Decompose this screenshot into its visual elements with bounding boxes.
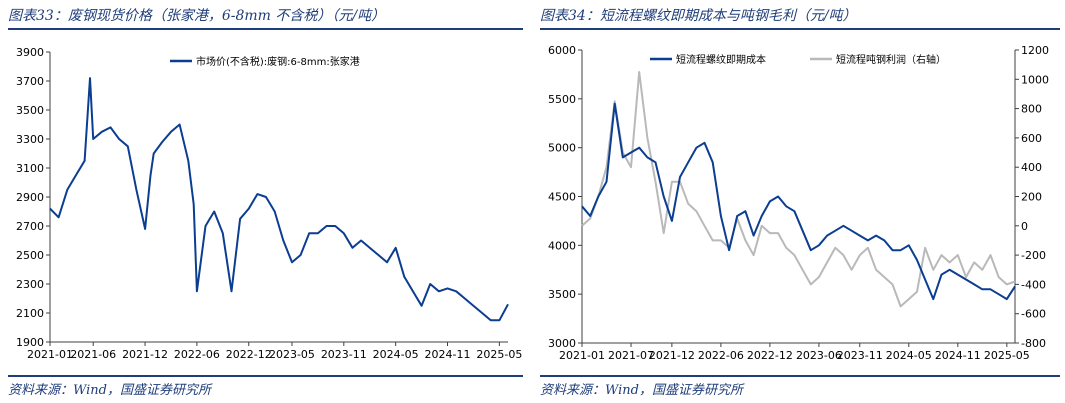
y-tick-label: 3900: [16, 46, 44, 59]
x-tick-label: 2023-11: [321, 348, 367, 361]
panel-cost-profit: 图表34：短流程螺纹即期成本与吨钢毛利（元/吨） 6000 5500 5000 450…: [532, 0, 1065, 403]
title-rule: [8, 28, 523, 30]
source-rule: [540, 375, 1060, 377]
x-tick-label: 2021-07: [608, 349, 654, 362]
y-tick-label: 3500: [548, 288, 576, 301]
x-tick-label: 2022-12: [226, 348, 272, 361]
chart-title: 图表33：废钢现货价格（张家港，6-8mm 不含税）（元/吨）: [8, 8, 386, 24]
x-tick-label: 2025-05: [476, 348, 522, 361]
legend-label: 短流程螺纹即期成本: [676, 53, 766, 66]
x-tick-label: 2024-05: [373, 348, 419, 361]
y-tick-label: 2100: [16, 307, 44, 320]
y2-tick-label: -800: [1021, 337, 1046, 350]
y2-tick-label: 200: [1021, 191, 1042, 204]
x-tick-label: 2023-06: [796, 349, 842, 362]
x-tick-label: 2021-06: [70, 348, 116, 361]
x-tick-label: 2021-12: [122, 348, 168, 361]
y-tick-label: 2300: [16, 278, 44, 291]
x-tick-label: 2022-12: [747, 349, 793, 362]
series-line-1: [581, 71, 1016, 308]
legend-label: 短流程吨钢利润（右轴）: [836, 53, 946, 66]
chart-svg: 6000550050004500400035003000120010008006…: [548, 44, 1049, 362]
y2-tick-label: 0: [1021, 220, 1028, 233]
y2-tick-label: -600: [1021, 308, 1046, 321]
series-line-0: [581, 102, 1016, 301]
legend-label: 市场价(不含税):废钢:6-8mm:张家港: [196, 55, 360, 68]
y-tick-label: 4500: [548, 191, 576, 204]
y-tick-label: 3300: [16, 133, 44, 146]
source-rule: [8, 375, 523, 377]
y-tick-label: 2700: [16, 220, 44, 233]
y2-tick-label: 800: [1021, 103, 1042, 116]
y2-tick-label: 600: [1021, 132, 1042, 145]
y-tick-label: 2900: [16, 191, 44, 204]
y2-tick-label: 1200: [1021, 44, 1049, 57]
y-tick-label: 1900: [16, 336, 44, 349]
panel-scrap-price: 图表33：废钢现货价格（张家港，6-8mm 不含税）（元/吨） 3900 3700…: [0, 0, 531, 403]
y-tick-label: 3100: [16, 162, 44, 175]
y-tick-label: 5000: [548, 142, 576, 155]
x-tick-label: 2023-11: [837, 349, 883, 362]
x-tick-label: 2024-05: [886, 349, 932, 362]
y2-tick-label: -200: [1021, 249, 1046, 262]
x-tick-label: 2021-01: [27, 348, 73, 361]
y2-tick-label: -400: [1021, 278, 1046, 291]
y-tick-label: 3700: [16, 75, 44, 88]
y-tick-label: 4000: [548, 239, 576, 252]
y-tick-label: 3500: [16, 104, 44, 117]
x-tick-label: 2024-11: [425, 348, 471, 361]
y-tick-label: 2500: [16, 249, 44, 262]
series-line-0: [49, 77, 509, 322]
x-tick-label: 2024-11: [935, 349, 981, 362]
x-tick-label: 2023-05: [269, 348, 315, 361]
source-note: 资料来源：Wind，国盛证券研究所: [8, 383, 211, 398]
x-tick-label: 2021-01: [559, 349, 605, 362]
y-tick-label: 5500: [548, 93, 576, 106]
title-rule: [540, 28, 1060, 30]
chart-title: 图表34：短流程螺纹即期成本与吨钢毛利（元/吨）: [540, 8, 857, 24]
x-tick-label: 2021-12: [649, 349, 695, 362]
y2-tick-label: 400: [1021, 161, 1042, 174]
y-tick-label: 3000: [548, 337, 576, 350]
x-tick-label: 2025-05: [984, 349, 1030, 362]
x-tick-label: 2022-06: [698, 349, 744, 362]
y-tick-label: 6000: [548, 44, 576, 57]
source-note: 资料来源：Wind，国盛证券研究所: [540, 383, 743, 398]
x-tick-label: 2022-06: [174, 348, 220, 361]
chart-svg: 3900 3700 3500 3300 3100 2900 2700 2500 2300 2100…: [16, 46, 522, 361]
y2-tick-label: 1000: [1021, 73, 1049, 86]
